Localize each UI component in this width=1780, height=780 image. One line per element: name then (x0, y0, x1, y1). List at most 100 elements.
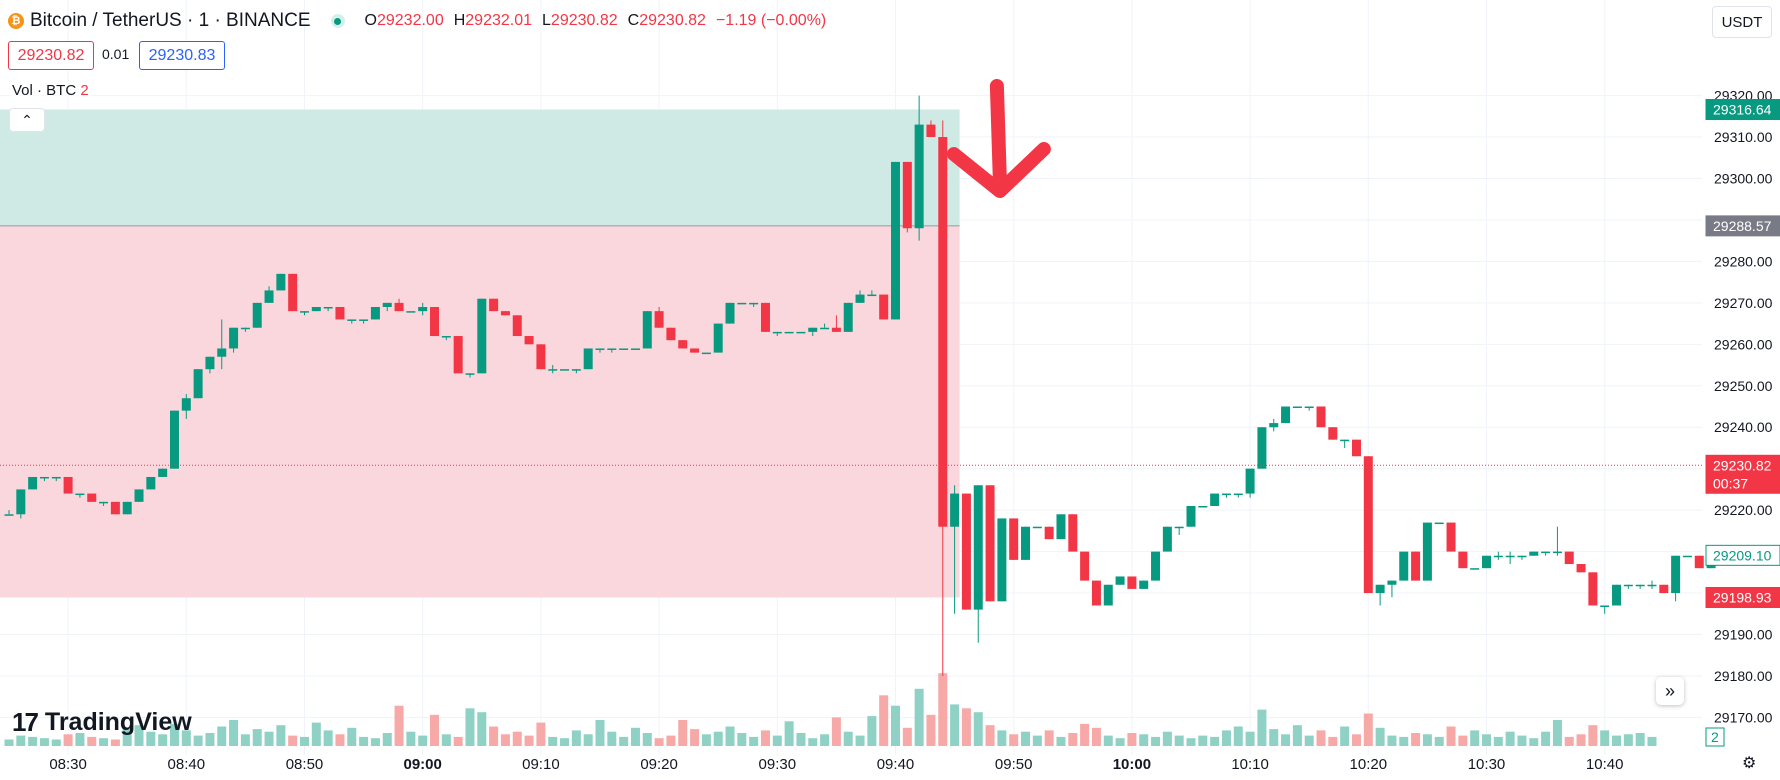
candle-body (1103, 584, 1113, 606)
symbol-title[interactable]: Bitcoin / TetherUS · 1 · BINANCE (30, 10, 311, 31)
volume-bar (595, 720, 605, 746)
candle-body (1458, 551, 1468, 569)
volume-value: 2 (80, 82, 89, 99)
candle-body (914, 124, 924, 229)
buy-button[interactable]: 29230.83 (139, 41, 225, 70)
loss-zone (0, 225, 960, 598)
candle-body (1032, 526, 1042, 529)
candle-body (1529, 551, 1539, 556)
volume-bar (1245, 731, 1255, 746)
volume-bar (134, 725, 144, 746)
candle-body (370, 307, 380, 320)
bitcoin-icon: ₿ (8, 13, 24, 29)
volume-bar (300, 736, 309, 746)
candle-body (678, 340, 688, 349)
candle-body (595, 348, 605, 350)
volume-bar (926, 714, 936, 746)
close-value: 29230.82 (639, 12, 706, 29)
candle-body (1399, 551, 1409, 581)
volume-bar (1351, 734, 1361, 746)
volume-bar (1056, 736, 1066, 746)
time-tick-label: 09:30 (759, 756, 797, 773)
volume-bar (229, 720, 239, 746)
volume-bar (1493, 736, 1503, 746)
candle-body (4, 514, 14, 516)
currency-selector[interactable]: USDT (1712, 6, 1772, 38)
volume-bar (1316, 730, 1326, 746)
price-label-text: 29288.57 (1713, 218, 1772, 234)
volume-legend[interactable]: Vol · BTC 2 (9, 82, 92, 99)
candle-body (1127, 576, 1137, 589)
volume-bar (99, 738, 109, 746)
volume-bar (619, 736, 629, 746)
volume-bar (867, 716, 877, 746)
volume-bar (560, 738, 570, 746)
price-tick-label: 29310.00 (1714, 129, 1773, 145)
candle-body (1056, 514, 1066, 540)
candle-body (1186, 505, 1196, 527)
volume-bar (1115, 738, 1125, 746)
candle-body (1517, 555, 1527, 558)
candle-body (1210, 493, 1220, 506)
candle-body (642, 311, 652, 349)
candle-body (205, 356, 215, 370)
price-tick-label: 29240.00 (1714, 419, 1773, 435)
volume-bar (1635, 733, 1645, 746)
candle-body (1233, 493, 1243, 496)
candle-body (193, 369, 203, 399)
volume-bar (1162, 731, 1172, 746)
quantity-value[interactable]: 0.01 (102, 46, 130, 62)
volume-bar (1091, 727, 1101, 746)
volume-bar (784, 721, 794, 746)
price-label-text: 29316.64 (1713, 102, 1772, 118)
candle-body (760, 302, 770, 332)
candle-body (701, 352, 711, 355)
volume-bar (1576, 734, 1586, 746)
collapse-legend-button[interactable]: ⌃ (9, 108, 45, 132)
volume-bar (465, 708, 475, 746)
candle-body (808, 327, 818, 332)
candle-body (465, 373, 475, 375)
volume-bar (500, 734, 510, 746)
price-label (1705, 99, 1780, 121)
volume-bar (1210, 736, 1220, 746)
candle-body (276, 273, 286, 291)
volume-bar (1458, 735, 1468, 746)
volume-bar (1399, 736, 1409, 746)
candle-body (122, 501, 132, 515)
countdown-label: 00:37 (1713, 475, 1748, 491)
volume-bar (1257, 709, 1267, 746)
price-tick-label: 29170.00 (1714, 709, 1773, 725)
volume-bar (571, 730, 581, 746)
time-tick-label: 10:20 (1350, 756, 1388, 773)
volume-bar (749, 736, 759, 746)
candle-body (524, 336, 534, 345)
volume-bar (831, 717, 841, 746)
candle-body (619, 348, 629, 350)
time-tick-label: 09:00 (404, 756, 442, 773)
scroll-right-button[interactable]: » (1656, 677, 1684, 705)
candle-body (158, 468, 168, 477)
volume-bar (193, 735, 203, 746)
volume-bar (701, 734, 711, 746)
volume-bar (16, 735, 26, 746)
volume-bar (820, 734, 830, 746)
candle-body (690, 348, 700, 353)
tradingview-logo-icon: 17 (12, 707, 39, 737)
candle-body (843, 302, 853, 332)
candle-body (571, 369, 581, 371)
volume-bar (583, 734, 593, 746)
candle-body (28, 476, 38, 490)
volume-bar (1292, 725, 1302, 746)
volume-bar (240, 734, 250, 746)
volume-bar (1529, 738, 1539, 746)
candle-body (985, 485, 995, 602)
settings-icon[interactable]: ⚙ (1742, 755, 1757, 772)
volume-bar (654, 738, 664, 746)
sell-button[interactable]: 29230.82 (8, 41, 94, 70)
candle-body (1434, 522, 1444, 525)
candle-body (1021, 526, 1031, 560)
volume-bar (1269, 729, 1279, 746)
time-tick-label: 08:50 (286, 756, 324, 773)
